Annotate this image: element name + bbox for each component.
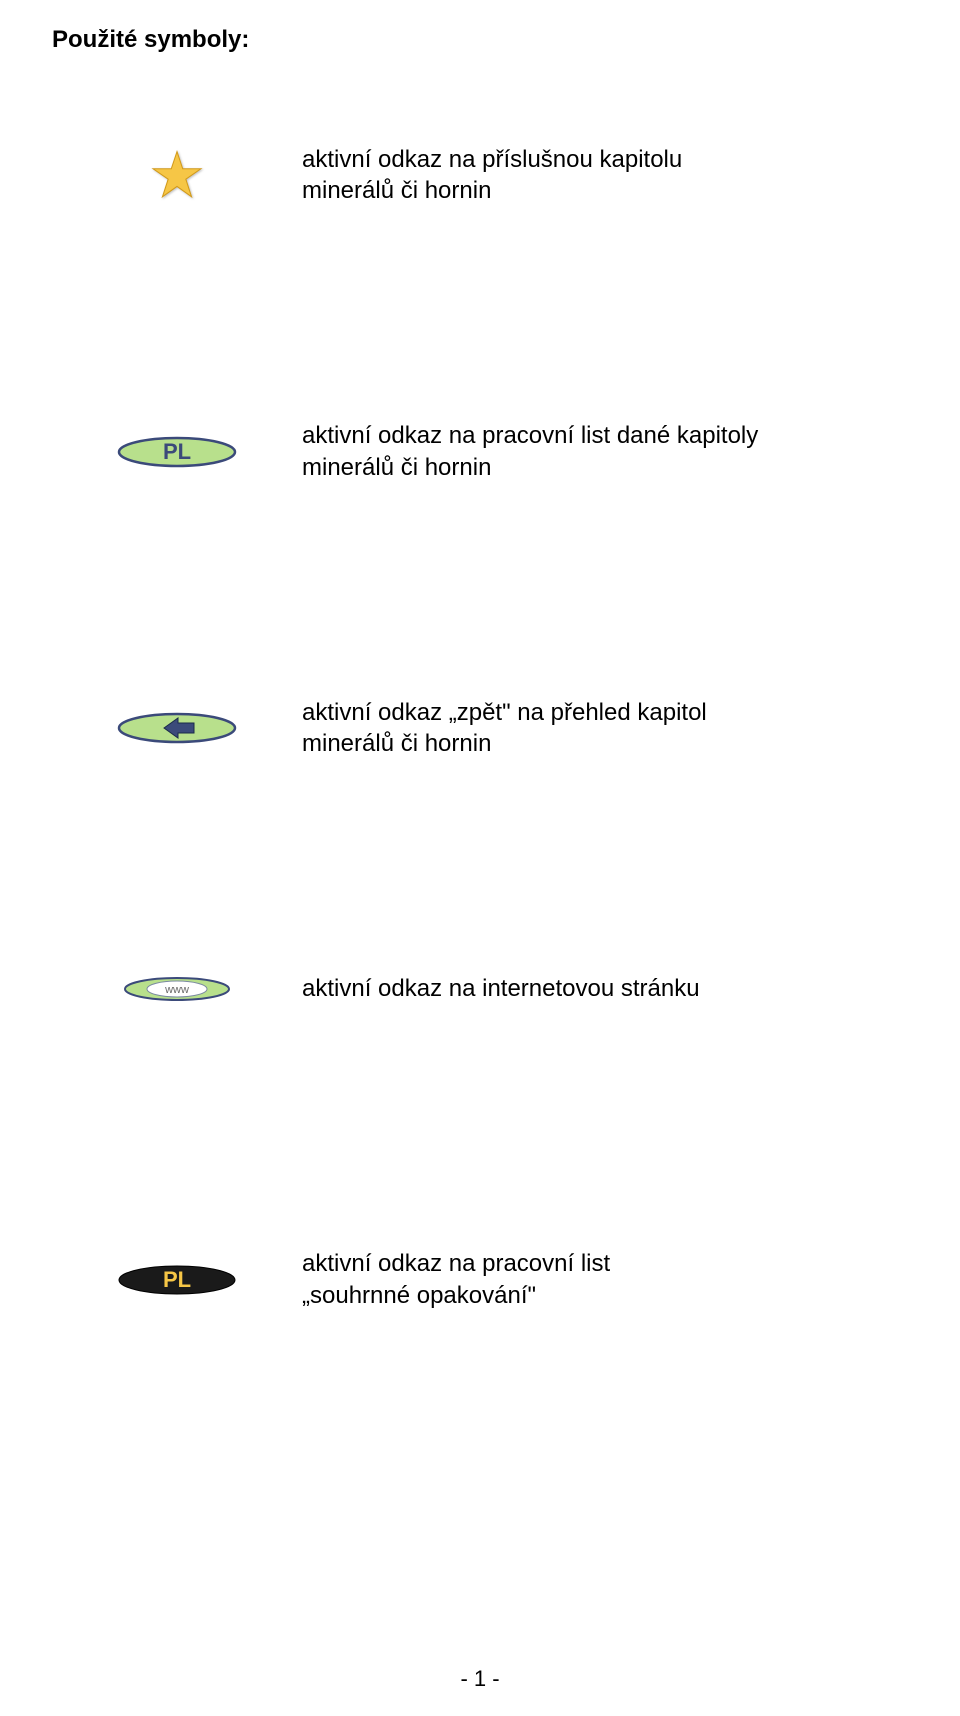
badge-label: PL xyxy=(163,1267,191,1292)
www-label: www xyxy=(164,984,189,996)
badge-label: PL xyxy=(163,439,191,464)
symbol-row: aktivní odkaz „zpět" na přehled kapitolm… xyxy=(52,697,908,759)
symbol-row: www aktivní odkaz na internetovou stránk… xyxy=(52,973,908,1004)
www-badge-icon[interactable]: www xyxy=(123,975,231,1003)
symbol-description: aktivní odkaz „zpět" na přehled kapitolm… xyxy=(302,697,707,759)
page: Použité symboly: aktivní odkaz na příslu… xyxy=(0,0,960,1716)
icon-cell: www xyxy=(52,975,302,1003)
page-number: - 1 - xyxy=(0,1666,960,1692)
pl-badge-black-icon[interactable]: PL xyxy=(116,1263,238,1297)
symbol-description: aktivní odkaz na pracovní list„souhrnné … xyxy=(302,1248,610,1310)
symbol-description: aktivní odkaz na pracovní list dané kapi… xyxy=(302,420,758,482)
pl-badge-green-icon[interactable]: PL xyxy=(116,435,238,469)
icon-cell: PL xyxy=(52,1263,302,1297)
symbol-row: aktivní odkaz na příslušnou kapitolumine… xyxy=(52,144,908,206)
star-shape xyxy=(153,152,201,197)
icon-cell xyxy=(52,149,302,201)
icon-cell: PL xyxy=(52,435,302,469)
star-icon[interactable] xyxy=(151,149,203,201)
symbol-description: aktivní odkaz na internetovou stránku xyxy=(302,973,700,1004)
back-arrow-badge-icon[interactable] xyxy=(116,711,238,745)
symbol-description: aktivní odkaz na příslušnou kapitolumine… xyxy=(302,144,682,206)
symbol-row: PL aktivní odkaz na pracovní list„souhrn… xyxy=(52,1248,908,1310)
heading-used-symbols: Použité symboly: xyxy=(52,26,908,54)
icon-cell xyxy=(52,711,302,745)
symbol-row: PL aktivní odkaz na pracovní list dané k… xyxy=(52,420,908,482)
